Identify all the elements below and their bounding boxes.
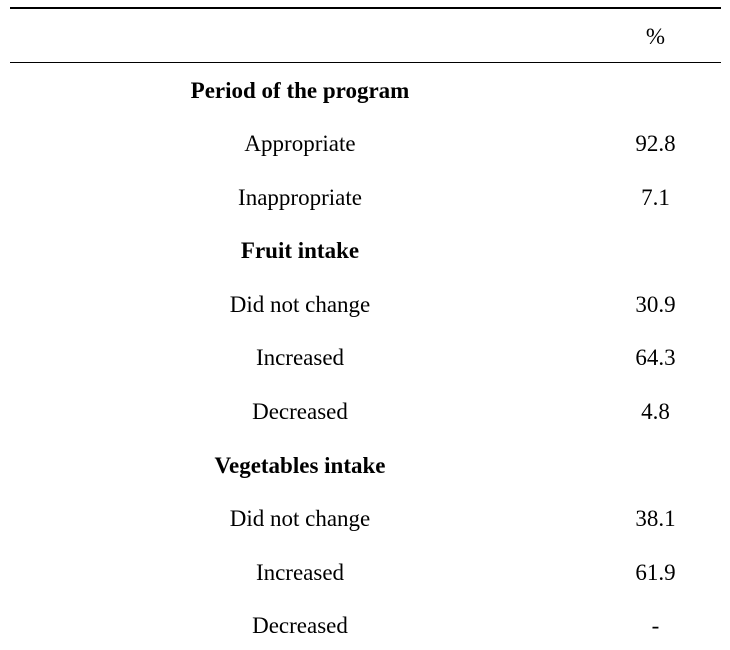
row-label: Did not change <box>229 292 371 317</box>
row-value: 30.9 <box>635 292 676 317</box>
row-label: Increased <box>255 560 345 585</box>
section-heading-fruit: Fruit intake <box>240 238 360 263</box>
row-value: 38.1 <box>635 506 676 531</box>
row-value: - <box>651 613 660 638</box>
row-label: Increased <box>255 345 345 370</box>
row-label: Appropriate <box>244 131 356 156</box>
section-heading-period: Period of the program <box>190 78 410 103</box>
row-value: 7.1 <box>641 185 670 210</box>
row-label: Decreased <box>252 399 348 424</box>
row-value: 92.8 <box>635 131 676 156</box>
header-percent-cell: % <box>645 24 666 49</box>
table-header-rule <box>10 62 721 63</box>
row-value: 4.8 <box>641 399 670 424</box>
row-label: Did not change <box>229 506 371 531</box>
section-heading-vegetables: Vegetables intake <box>214 453 386 478</box>
row-value: 64.3 <box>635 345 676 370</box>
row-value: 61.9 <box>635 560 676 585</box>
table-top-rule <box>10 7 721 9</box>
results-table: % Period of the program Appropriate 92.8… <box>10 0 721 650</box>
row-label: Decreased <box>252 613 348 638</box>
row-label: Inappropriate <box>238 185 362 210</box>
